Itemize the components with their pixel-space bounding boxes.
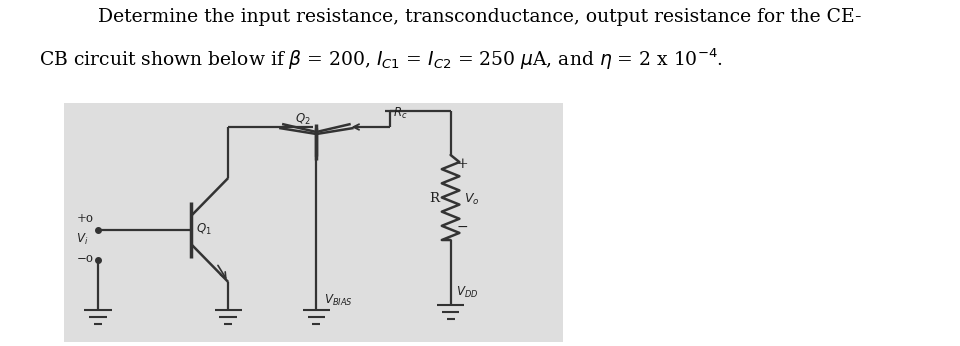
Text: $V_i$: $V_i$ [77, 232, 88, 247]
Text: $Q_1$: $Q_1$ [196, 222, 211, 237]
Text: −o: −o [77, 252, 93, 265]
Text: $Q_2$: $Q_2$ [295, 112, 310, 127]
Bar [63, 103, 564, 342]
Text: +: + [457, 157, 468, 171]
Text: CB circuit shown below if $\beta$ = 200, $I_{C1}$ = $I_{C2}$ = 250 $\mu$A, and $: CB circuit shown below if $\beta$ = 200,… [39, 46, 723, 72]
Text: $R_c$: $R_c$ [393, 106, 407, 121]
Text: Determine the input resistance, transconductance, output resistance for the CE-: Determine the input resistance, transcon… [98, 8, 862, 26]
Text: R: R [429, 192, 439, 205]
Text: $V_o$: $V_o$ [465, 192, 480, 207]
Text: $V_{DD}$: $V_{DD}$ [455, 285, 478, 300]
Text: $V_{BIAS}$: $V_{BIAS}$ [324, 293, 353, 308]
Text: +o: +o [77, 212, 93, 225]
Text: −: − [457, 220, 468, 234]
